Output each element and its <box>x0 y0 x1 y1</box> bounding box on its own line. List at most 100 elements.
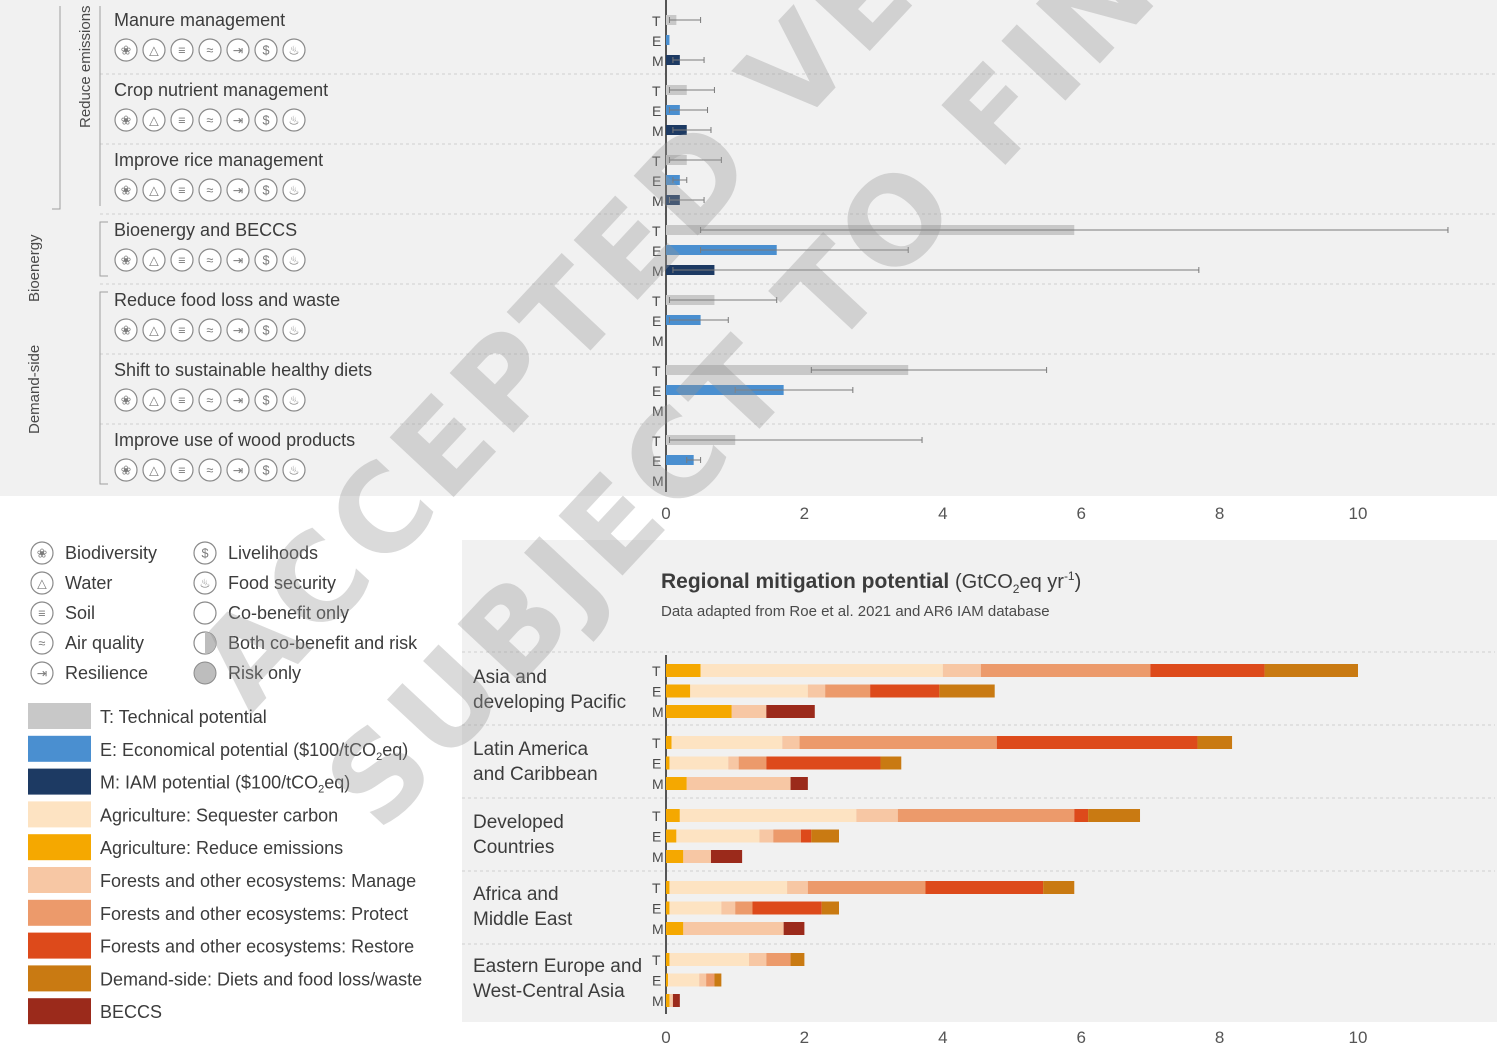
legend-swatch <box>28 834 91 861</box>
top-x-tick-label: 8 <box>1215 504 1224 523</box>
legend-label-resilience: Resilience <box>65 663 148 683</box>
icon-glyph: ♨ <box>288 394 299 408</box>
region-label-line: Africa and <box>473 884 559 905</box>
icon-circle <box>114 248 138 272</box>
regional-x-tick-label: 0 <box>661 1028 670 1047</box>
stack-segment-forest_restore <box>1150 664 1265 677</box>
icon-glyph: $ <box>262 184 269 198</box>
top-x-tick-label: 2 <box>800 504 809 523</box>
stack-segment-forest_manage <box>699 973 707 987</box>
regional-x-tick-label: 2 <box>800 1028 809 1047</box>
legend-label-both-co-benefit-and-risk: Both co-benefit and risk <box>228 633 418 653</box>
stack-segment-beccs <box>766 705 815 718</box>
regional-x-tick-label: 4 <box>938 1028 947 1047</box>
stack-segment-forest_manage <box>856 809 898 822</box>
bar-letter-E: E <box>652 383 661 399</box>
icon-circle <box>254 388 278 412</box>
stack-segment-ag_sequester <box>671 736 783 749</box>
icon-circle <box>254 108 278 132</box>
icon-circle <box>142 458 166 482</box>
bar-letter-M: M <box>652 473 664 489</box>
legend-swatch <box>28 768 91 795</box>
regional-x-tick-label: 6 <box>1076 1028 1085 1047</box>
icon-circle <box>282 38 306 62</box>
icon-glyph: △ <box>149 254 159 268</box>
livelihoods-icon: $ <box>254 388 278 412</box>
icon-glyph: $ <box>262 394 269 408</box>
icon-glyph: ≈ <box>207 114 214 128</box>
icon-circle <box>198 38 222 62</box>
stack-segment-forest_protect <box>738 756 767 770</box>
air-quality-icon: ≈ <box>198 248 222 272</box>
food-security-icon: ♨ <box>193 571 217 595</box>
icon-glyph: $ <box>262 254 269 268</box>
legend-swatch-label: Forests and other ecosystems: Restore <box>100 937 414 957</box>
icon-circle <box>170 108 194 132</box>
bar-letter-T: T <box>652 83 661 99</box>
both-co-benefit-and-risk-icon <box>193 631 217 655</box>
bar-letter-E: E <box>652 756 661 772</box>
icon-circle <box>142 178 166 202</box>
icon-glyph: ⇥ <box>233 254 244 268</box>
bar-letter-E: E <box>652 33 661 49</box>
food-security-icon: ♨ <box>282 248 306 272</box>
soil-icon: ≡ <box>170 248 194 272</box>
icon-glyph: ❀ <box>121 114 132 128</box>
stack-segment-forest_manage <box>731 705 767 718</box>
stack-segment-ag_reduce <box>666 684 691 698</box>
resilience-icon: ⇥ <box>226 108 250 132</box>
measure-label: Bioenergy and BECCS <box>114 220 297 240</box>
icon-circle <box>226 388 250 412</box>
stack-segment-beccs <box>672 994 680 1007</box>
icon-circle <box>198 318 222 342</box>
stack-segment-ag_sequester <box>690 684 808 698</box>
stack-segment-ag_reduce <box>666 809 680 822</box>
air-quality-icon: ≈ <box>198 458 222 482</box>
bar-letter-M: M <box>652 403 664 419</box>
stack-segment-forest_protect <box>980 664 1151 677</box>
resilience-icon: ⇥ <box>226 458 250 482</box>
food-security-icon: ♨ <box>282 108 306 132</box>
bracket-reduce-emissions <box>52 6 61 210</box>
stack-segment-forest_restore <box>925 881 1044 894</box>
bar-letter-T: T <box>652 293 661 309</box>
icon-glyph: ❀ <box>121 254 132 268</box>
soil-icon: ≡ <box>170 318 194 342</box>
icon-glyph: ⇥ <box>233 114 244 128</box>
top-x-tick-label: 6 <box>1076 504 1085 523</box>
stack-segment-forest_manage <box>782 736 800 749</box>
chart-subtitle: Data adapted from Roe et al. 2021 and AR… <box>661 603 1050 620</box>
icon-glyph: ❀ <box>121 184 132 198</box>
legend-swatch <box>28 965 91 992</box>
icon-circle <box>226 178 250 202</box>
stack-segment-demand_side <box>939 684 995 698</box>
resilience-icon: ⇥ <box>226 248 250 272</box>
icon-glyph: ≈ <box>207 324 214 338</box>
legend-swatch-label: Demand-side: Diets and food loss/waste <box>100 969 422 989</box>
food-security-icon: ♨ <box>282 388 306 412</box>
measure-row: Improve rice management ❀ △ ≡ ≈ ⇥ $ ♨ TEM <box>114 150 722 209</box>
region-label-line: and Caribbean <box>473 764 598 785</box>
bar-letter-E: E <box>652 103 661 119</box>
measure-label: Crop nutrient management <box>114 80 328 100</box>
bracket-demand-side <box>99 291 108 485</box>
stack-segment-forest_protect <box>735 901 753 915</box>
bar-letter-T: T <box>652 735 661 751</box>
water-icon: △ <box>142 248 166 272</box>
stack-segment-beccs <box>790 777 808 790</box>
bar-letter-M: M <box>652 263 664 279</box>
biodiversity-icon: ❀ <box>114 318 138 342</box>
bar-letter-E: E <box>652 684 661 700</box>
stack-segment-forest_restore <box>1074 809 1089 822</box>
region-group: Developed Countries TEM <box>473 808 1141 865</box>
measure-row: Manure management ❀ △ ≡ ≈ ⇥ $ ♨ TEM <box>114 10 705 69</box>
stack-segment-forest_protect <box>766 953 791 966</box>
icon-circle <box>30 631 54 655</box>
co-benefit-only-icon <box>193 601 217 625</box>
icon-glyph: ⇥ <box>233 184 244 198</box>
stack-segment-ag_reduce <box>666 953 670 966</box>
bar-letter-E: E <box>652 313 661 329</box>
bar-letter-E: E <box>652 901 661 917</box>
icon-glyph: ♨ <box>288 44 299 58</box>
icon-glyph: ≈ <box>207 44 214 58</box>
